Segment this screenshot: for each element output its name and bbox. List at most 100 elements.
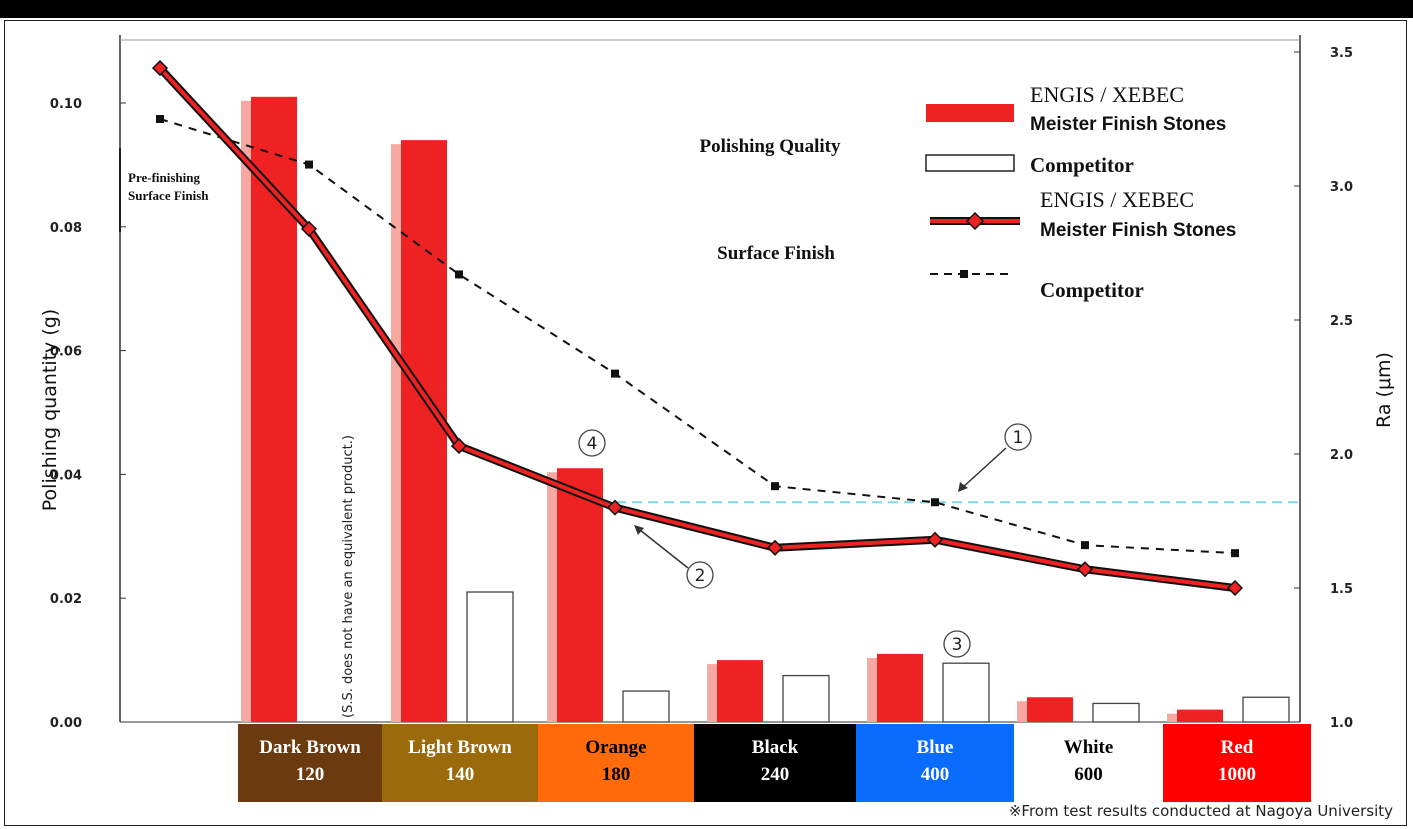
legend-engis-bar-line2: Meister Finish Stones [1030, 114, 1226, 135]
engis-bar-shadow [391, 144, 403, 722]
category-box-bg [856, 724, 1014, 802]
competitor-point [771, 482, 779, 491]
category-box-bg [538, 724, 694, 802]
category-grit: 1000 [1218, 764, 1256, 785]
y-axis-left-label: Polishing quantity (g) [39, 309, 61, 511]
engis-point [926, 531, 944, 548]
competitor-point [305, 160, 313, 169]
legend-swatch-competitor-marker [960, 270, 968, 278]
legend-competitor-line: Competitor [1040, 278, 1144, 302]
category-name: Dark Brown [259, 737, 361, 758]
category-box-bg [1014, 724, 1163, 802]
surface-finish-label: Surface Finish [717, 243, 835, 264]
engis-bar-shadow [867, 657, 879, 722]
engis-bar [401, 140, 447, 722]
engis-bar-shadow [241, 100, 253, 722]
competitor-bar [942, 662, 990, 723]
marker-4: 4 [578, 429, 606, 457]
legend-engis-line-line1: ENGIS / XEBEC [1040, 187, 1194, 212]
engis-point [300, 220, 318, 237]
y-axis-right-label: Ra (μm) [1373, 352, 1395, 428]
category-grit: 400 [921, 764, 950, 785]
category-box-red: Red 1000 [1163, 724, 1311, 802]
category-grit: 140 [446, 764, 475, 785]
pre-finishing-label-2: Surface Finish [128, 188, 209, 203]
legend-swatch-competitor-bar [925, 154, 1015, 172]
engis-line [158, 66, 1236, 590]
right-tick-label: 3.5 [1330, 46, 1353, 61]
competitor-bar [466, 591, 514, 723]
category-name: Black [752, 737, 799, 758]
legend-competitor-bar: Competitor [1030, 153, 1134, 177]
left-tick-label: 0.08 [50, 221, 82, 236]
source-note: ※From test results conducted at Nagoya U… [1009, 802, 1393, 820]
engis-bar [557, 468, 603, 722]
engis-point [606, 499, 624, 516]
svg-text:1: 1 [1013, 428, 1024, 448]
marker-1: 1 [958, 423, 1032, 492]
right-tick-label: 2.5 [1330, 314, 1353, 329]
category-box-black: Black 240 [694, 724, 856, 802]
competitor-bar [1242, 696, 1290, 723]
category-box-bg [694, 724, 856, 802]
engis-point [766, 539, 784, 556]
category-box-white: White 600 [1014, 724, 1163, 802]
left-tick-labels: 0.00 0.02 0.04 0.06 0.08 0.10 [50, 97, 126, 731]
category-name: White [1064, 737, 1114, 758]
category-label-boxes: Dark Brown 120 Light Brown 140 Orange 180 Blac… [238, 724, 1311, 802]
legend-swatch-engis-marker [965, 211, 985, 231]
left-tick-label: 0.04 [50, 468, 82, 483]
competitor-point [611, 369, 619, 378]
category-name: Blue [917, 737, 954, 758]
competitor-bar [782, 674, 830, 723]
chart-frame [4, 20, 1407, 826]
marker-3: 3 [943, 630, 971, 658]
engis-bar-shadow [1017, 701, 1029, 722]
bars-group [241, 96, 1290, 723]
lines-group [151, 60, 1244, 597]
engis-bar-shadow [1167, 713, 1179, 722]
engis-bar [717, 660, 763, 722]
engis-bar [1027, 697, 1073, 722]
category-grit: 600 [1074, 764, 1103, 785]
right-tick-label: 3.0 [1330, 180, 1353, 195]
competitor-bar [1092, 702, 1140, 723]
category-grit: 120 [296, 764, 325, 785]
engis-point [450, 437, 468, 455]
category-grit: 240 [761, 764, 790, 785]
category-name: Orange [585, 737, 646, 758]
engis-bar [1177, 709, 1223, 722]
competitor-point [156, 115, 164, 123]
marker-2: 2 [634, 525, 714, 589]
right-tick-labels: 1.0 1.5 2.0 2.5 3.0 3.5 [1294, 46, 1353, 731]
category-box-bg [238, 724, 382, 802]
category-box-bg [1163, 724, 1311, 802]
category-grit: 180 [602, 764, 631, 785]
right-tick-label: 1.5 [1330, 582, 1353, 597]
right-tick-label: 2.0 [1330, 448, 1353, 463]
engis-bar [877, 653, 923, 722]
svg-text:4: 4 [587, 434, 598, 454]
engis-line-outline [157, 65, 1236, 592]
pre-finishing-label-1: Pre-finishing [128, 170, 200, 185]
engis-point [1076, 561, 1094, 578]
ss-note: (S.S. does not have an equivalent produc… [341, 435, 356, 718]
category-box-light-brown: Light Brown 140 [382, 724, 538, 802]
competitor-point [455, 270, 463, 279]
polishing-quality-label: Polishing Quality [700, 136, 841, 157]
left-tick-label: 0.06 [50, 345, 82, 360]
category-name: Red [1221, 737, 1254, 758]
left-tick-label: 0.00 [50, 716, 82, 731]
legend-engis-line-line2: Meister Finish Stones [1040, 220, 1236, 241]
engis-bar-shadow [707, 664, 719, 722]
competitor-bar [622, 690, 670, 723]
svg-text:2: 2 [695, 566, 706, 586]
category-box-dark-brown: Dark Brown 120 [238, 724, 382, 802]
legend-engis-bar-line1: ENGIS / XEBEC [1030, 82, 1184, 107]
right-tick-label: 1.0 [1330, 716, 1353, 731]
engis-bar-shadow [547, 472, 559, 722]
left-tick-label: 0.10 [50, 97, 82, 112]
competitor-point [1081, 541, 1089, 550]
category-box-blue: Blue 400 [856, 724, 1014, 802]
